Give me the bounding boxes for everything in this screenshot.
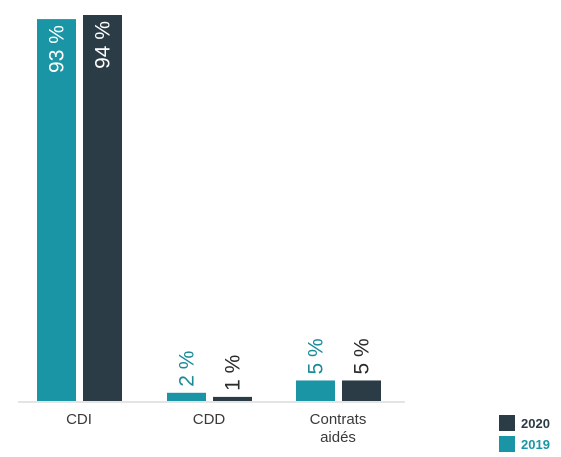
category-label-0: CDI <box>66 411 92 428</box>
data-label-2019-2: 5 % <box>305 338 328 374</box>
legend-label-2020: 2020 <box>521 416 550 431</box>
bar-2019-2 <box>296 380 335 401</box>
bar-2020-2 <box>342 380 381 401</box>
legend-swatch-2019 <box>499 436 515 452</box>
data-label-2019-1: 2 % <box>176 351 199 387</box>
bar-2019-1 <box>167 392 206 401</box>
legend-swatch-2020 <box>499 415 515 431</box>
data-label-2020-0: 94 % <box>92 21 115 69</box>
category-label-2: Contrats <box>310 411 367 428</box>
category-label-2-line-1: aidés <box>320 429 356 446</box>
data-label-2020-2: 5 % <box>351 338 374 374</box>
bar-2020-0 <box>83 15 122 401</box>
legend-label-2019: 2019 <box>521 437 550 452</box>
category-label-1: CDD <box>193 411 226 428</box>
bar-2020-1 <box>213 396 252 401</box>
bar-2019-0 <box>37 19 76 401</box>
data-label-2019-0: 93 % <box>46 25 69 73</box>
data-label-2020-1: 1 % <box>222 355 245 391</box>
